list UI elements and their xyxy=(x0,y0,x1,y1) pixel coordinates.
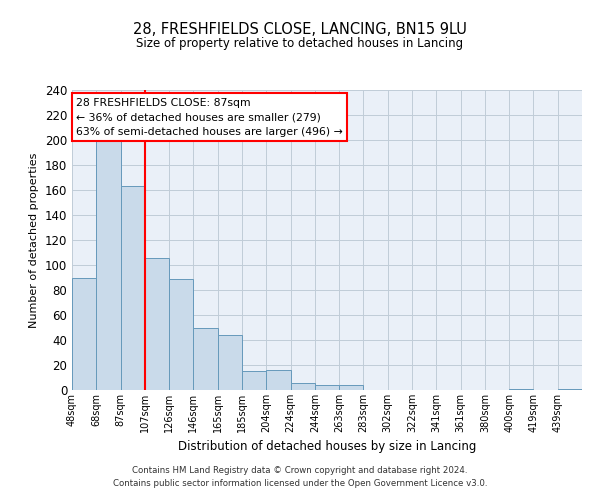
Bar xyxy=(242,371,266,390)
Bar xyxy=(121,186,145,390)
Bar xyxy=(72,278,96,390)
Bar xyxy=(96,140,121,390)
Bar xyxy=(339,385,364,390)
Bar xyxy=(145,258,169,390)
Y-axis label: Number of detached properties: Number of detached properties xyxy=(29,152,39,328)
X-axis label: Distribution of detached houses by size in Lancing: Distribution of detached houses by size … xyxy=(178,440,476,454)
Bar xyxy=(218,335,242,390)
Bar xyxy=(290,382,315,390)
Text: 28, FRESHFIELDS CLOSE, LANCING, BN15 9LU: 28, FRESHFIELDS CLOSE, LANCING, BN15 9LU xyxy=(133,22,467,38)
Bar xyxy=(558,389,582,390)
Bar xyxy=(169,279,193,390)
Text: 28 FRESHFIELDS CLOSE: 87sqm
← 36% of detached houses are smaller (279)
63% of se: 28 FRESHFIELDS CLOSE: 87sqm ← 36% of det… xyxy=(76,98,343,137)
Bar xyxy=(266,370,290,390)
Text: Contains HM Land Registry data © Crown copyright and database right 2024.
Contai: Contains HM Land Registry data © Crown c… xyxy=(113,466,487,487)
Text: Size of property relative to detached houses in Lancing: Size of property relative to detached ho… xyxy=(136,38,464,51)
Bar xyxy=(509,389,533,390)
Bar xyxy=(315,385,339,390)
Bar xyxy=(193,328,218,390)
